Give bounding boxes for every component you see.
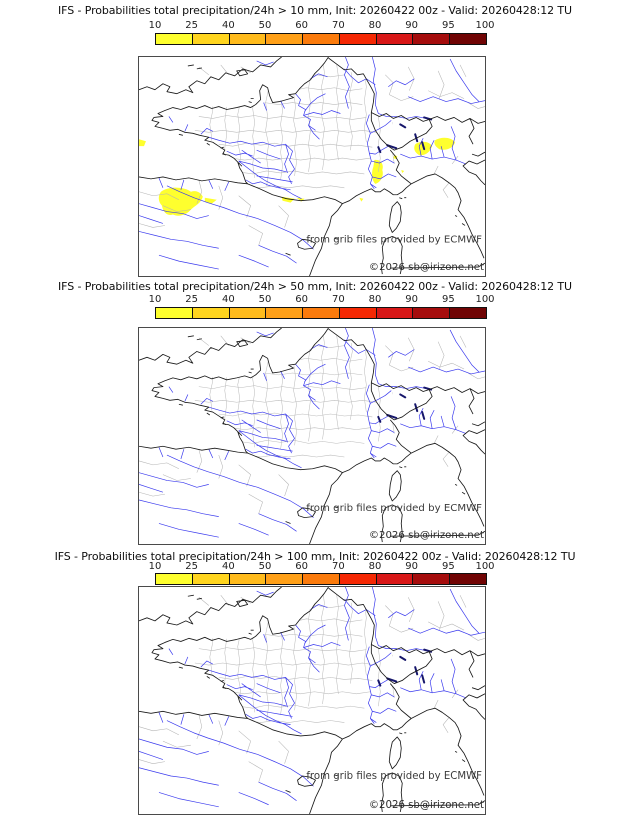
watermark-ecmwf: from grib files provided by ECMWF (306, 770, 482, 782)
colorbar-tick-label: 95 (441, 294, 455, 305)
colorbar-tick-label: 70 (331, 20, 345, 31)
colorbar-segment (413, 34, 451, 44)
panel-1-map: from grib files provided by ECMWF ©2026 … (138, 56, 486, 277)
colorbar-segment (192, 308, 230, 318)
colorbar-tick-label: 70 (331, 561, 345, 572)
colorbar-segment (303, 34, 340, 44)
colorbar-segment (192, 34, 230, 44)
colorbar-tick-label: 60 (295, 20, 309, 31)
colorbar-segment (156, 574, 193, 584)
colorbar-tick-label: 80 (368, 561, 382, 572)
colorbar-tick-label: 10 (148, 294, 162, 305)
colorbar-tick-label: 25 (185, 294, 199, 305)
colorbar-tick-label: 50 (258, 294, 272, 305)
panel-1-map-canvas: from grib files provided by ECMWF ©2026 … (139, 57, 485, 276)
colorbar-tick-label: 10 (148, 20, 162, 31)
panel-2-map: from grib files provided by ECMWF ©2026 … (138, 327, 486, 545)
colorbar-segment (339, 34, 377, 44)
colorbar-tick-label: 100 (475, 561, 495, 572)
colorbar-tick-label: 80 (368, 294, 382, 305)
colorbar-segment (450, 34, 487, 44)
colorbar-segment (339, 574, 377, 584)
colorbar-tick-label: 100 (475, 294, 495, 305)
panel-2-colorbar (155, 307, 487, 319)
panel-3-map-canvas: from grib files provided by ECMWF ©2026 … (139, 587, 485, 814)
watermark-copyright: ©2026 sb@irizone.net (369, 262, 484, 273)
colorbar-segment (376, 308, 414, 318)
colorbar-tick-label: 90 (405, 20, 419, 31)
colorbar-segment (376, 574, 414, 584)
colorbar-tick-label: 60 (295, 561, 309, 572)
colorbar-segment (303, 574, 340, 584)
colorbar-tick-label: 70 (331, 294, 345, 305)
panel-2-map-canvas: from grib files provided by ECMWF ©2026 … (139, 328, 485, 544)
colorbar-segment (192, 574, 230, 584)
colorbar-segment (413, 574, 451, 584)
colorbar-tick-label: 90 (405, 561, 419, 572)
colorbar-segment (266, 34, 304, 44)
colorbar-segment (156, 34, 193, 44)
panel-2-colorbar-ticks: 10 25 40 50 60 70 80 90 95 100 (149, 294, 495, 306)
colorbar-segment (413, 308, 451, 318)
colorbar-segment (156, 308, 193, 318)
colorbar-tick-label: 40 (221, 561, 235, 572)
colorbar-tick-label: 95 (441, 20, 455, 31)
watermark-copyright: ©2026 sb@irizone.net (369, 799, 484, 811)
colorbar-segment (339, 308, 377, 318)
colorbar-tick-label: 100 (475, 20, 495, 31)
colorbar-segment (450, 308, 487, 318)
colorbar-tick-label: 60 (295, 294, 309, 305)
colorbar-segment (303, 308, 340, 318)
panel-1-colorbar-ticks: 10 25 40 50 60 70 80 90 95 100 (149, 20, 495, 32)
watermark-ecmwf: from grib files provided by ECMWF (306, 503, 482, 514)
colorbar-tick-label: 90 (405, 294, 419, 305)
colorbar-segment (229, 34, 267, 44)
colorbar-tick-label: 25 (185, 20, 199, 31)
colorbar-segment (450, 574, 487, 584)
panel-3-title: IFS - Probabilities total precipitation/… (54, 550, 576, 563)
colorbar-segment (229, 308, 267, 318)
colorbar-segment (376, 34, 414, 44)
watermark-ecmwf: from grib files provided by ECMWF (306, 234, 482, 245)
panel-1-colorbar (155, 33, 487, 45)
panel-3-colorbar-ticks: 10 25 40 50 60 70 80 90 95 100 (149, 561, 495, 573)
colorbar-segment (266, 574, 304, 584)
panel-3-map: from grib files provided by ECMWF ©2026 … (138, 586, 486, 815)
panel-1-title: IFS - Probabilities total precipitation/… (58, 4, 572, 17)
panel-3-colorbar (155, 573, 487, 585)
colorbar-tick-label: 50 (258, 20, 272, 31)
colorbar-tick-label: 80 (368, 20, 382, 31)
colorbar-segment (229, 574, 267, 584)
colorbar-tick-label: 40 (221, 20, 235, 31)
watermark-copyright: ©2026 sb@irizone.net (369, 530, 484, 541)
colorbar-segment (266, 308, 304, 318)
colorbar-tick-label: 40 (221, 294, 235, 305)
colorbar-tick-label: 50 (258, 561, 272, 572)
probability-shading (139, 137, 456, 216)
colorbar-tick-label: 10 (148, 561, 162, 572)
colorbar-tick-label: 95 (441, 561, 455, 572)
colorbar-tick-label: 25 (185, 561, 199, 572)
panel-2-title: IFS - Probabilities total precipitation/… (58, 280, 572, 293)
